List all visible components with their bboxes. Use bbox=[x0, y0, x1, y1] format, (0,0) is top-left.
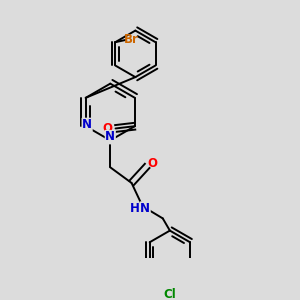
Text: O: O bbox=[103, 122, 112, 135]
Text: Cl: Cl bbox=[164, 288, 176, 300]
Text: H: H bbox=[130, 202, 140, 215]
Text: N: N bbox=[105, 130, 115, 143]
Text: O: O bbox=[147, 157, 157, 170]
Text: Br: Br bbox=[124, 33, 139, 46]
Text: N: N bbox=[82, 118, 92, 131]
Text: N: N bbox=[140, 202, 150, 215]
